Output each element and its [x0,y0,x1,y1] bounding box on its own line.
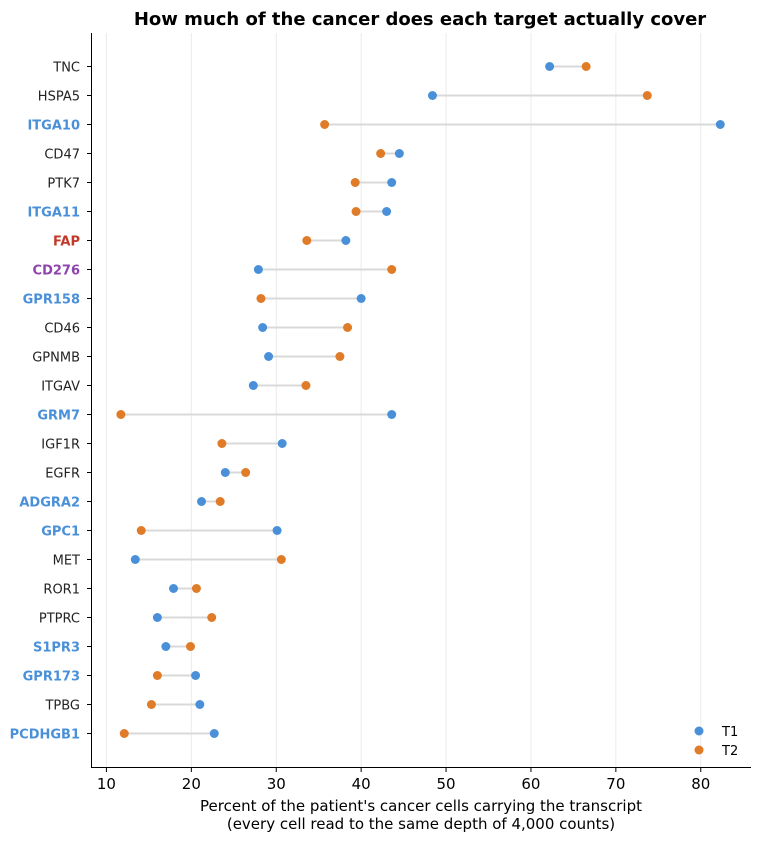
point-t2-cd276 [387,265,397,274]
point-t2-cd47 [376,149,386,158]
point-t1-adgra2 [197,497,207,506]
y-label-gpr158: GPR158 [23,293,80,308]
y-label-met: MET [53,554,80,569]
point-t1-gpc1 [272,526,282,535]
point-t2-adgra2 [215,497,225,506]
point-t1-egfr [220,468,230,477]
point-t2-ptprc [207,613,217,622]
legend-marker-t1 [694,726,704,736]
x-tick-label-80: 80 [691,775,710,793]
x-axis-ticks: 10 20 30 40 50 60 70 80 [97,767,710,793]
point-t1-tnc [545,62,555,71]
y-label-tpbg: TPBG [44,699,80,714]
grid-lines [105,33,702,767]
x-axis-label: Percent of the patient's cancer cells ca… [200,797,642,815]
y-label-itgav: ITGAV [41,380,80,395]
point-t1-gpnmb [264,352,274,361]
x-axis-label-subtitle: (every cell read to the same depth of 4,… [227,815,615,833]
point-t1-ptprc [152,613,162,622]
y-label-cd276: CD276 [33,264,80,279]
x-tick-label-10: 10 [97,775,116,793]
y-label-cd47: CD47 [44,148,80,163]
point-t1-met [130,555,140,564]
data-points [116,62,725,738]
x-tick-label-20: 20 [182,775,201,793]
legend: T1 T2 [694,725,738,759]
legend-label-t2: T2 [721,744,738,759]
point-t2-egfr [241,468,251,477]
point-t2-s1pr3 [185,642,195,651]
point-t1-cd46 [258,323,268,332]
connector-lines [120,65,721,735]
point-t2-gpr158 [256,294,266,303]
point-t1-ptk7 [387,178,397,187]
point-t1-itga10 [715,120,725,129]
point-t1-fap [341,236,351,245]
legend-marker-t2 [694,745,704,755]
point-t2-grm7 [116,410,126,419]
y-label-gpr173: GPR173 [23,670,80,685]
y-label-itga10: ITGA10 [27,119,80,134]
point-t2-igf1r [217,439,227,448]
point-t2-tnc [581,62,591,71]
point-t2-ptk7 [350,178,360,187]
point-t1-grm7 [387,410,397,419]
y-label-cd46: CD46 [44,322,80,337]
y-label-fap: FAP [53,235,80,250]
point-t2-tpbg [146,700,156,709]
point-t2-gpc1 [136,526,146,535]
point-t1-itgav [248,381,258,390]
point-t1-gpr158 [356,294,366,303]
point-t1-pcdhgb1 [209,729,219,738]
point-t2-hspa5 [642,91,652,100]
y-label-grm7: GRM7 [37,409,80,424]
x-tick-label-60: 60 [521,775,540,793]
chart-title: How much of the cancer does each target … [134,9,706,30]
point-t2-gpnmb [335,352,345,361]
point-t2-cd46 [343,323,353,332]
y-label-s1pr3: S1PR3 [33,641,80,656]
legend-label-t1: T1 [721,725,738,740]
x-tick-label-40: 40 [352,775,371,793]
y-label-adgra2: ADGRA2 [19,496,80,511]
point-t1-hspa5 [427,91,437,100]
point-t1-igf1r [277,439,287,448]
point-t1-tpbg [195,700,205,709]
y-label-hspa5: HSPA5 [38,90,80,105]
y-label-gpnmb: GPNMB [32,351,80,366]
point-t2-pcdhgb1 [119,729,129,738]
x-tick-label-70: 70 [606,775,625,793]
point-t2-itgav [301,381,311,390]
y-label-tnc: TNC [52,61,80,76]
point-t1-itga11 [382,207,392,216]
point-t2-itga11 [351,207,361,216]
point-t2-fap [302,236,312,245]
point-t1-s1pr3 [161,642,171,651]
point-t2-gpr173 [152,671,162,680]
y-axis-labels: TNC HSPA5 ITGA10 CD47 PTK7 ITGA11 FAP CD276 GPR1… [10,61,92,743]
point-t2-itga10 [320,120,330,129]
y-label-ptk7: PTK7 [47,177,80,192]
y-label-igf1r: IGF1R [41,438,80,453]
y-label-itga11: ITGA11 [27,206,80,221]
point-t1-ror1 [169,584,179,593]
x-tick-label-30: 30 [267,775,286,793]
x-tick-label-50: 50 [436,775,455,793]
point-t1-cd47 [394,149,404,158]
point-t1-cd276 [253,265,263,274]
point-t1-gpr173 [191,671,201,680]
y-label-pcdhgb1: PCDHGB1 [10,728,80,743]
point-t2-met [276,555,286,564]
y-label-ptprc: PTPRC [39,612,80,627]
y-label-ror1: ROR1 [43,583,80,598]
y-label-egfr: EGFR [45,467,80,482]
y-label-gpc1: GPC1 [41,525,80,540]
point-t2-ror1 [191,584,201,593]
